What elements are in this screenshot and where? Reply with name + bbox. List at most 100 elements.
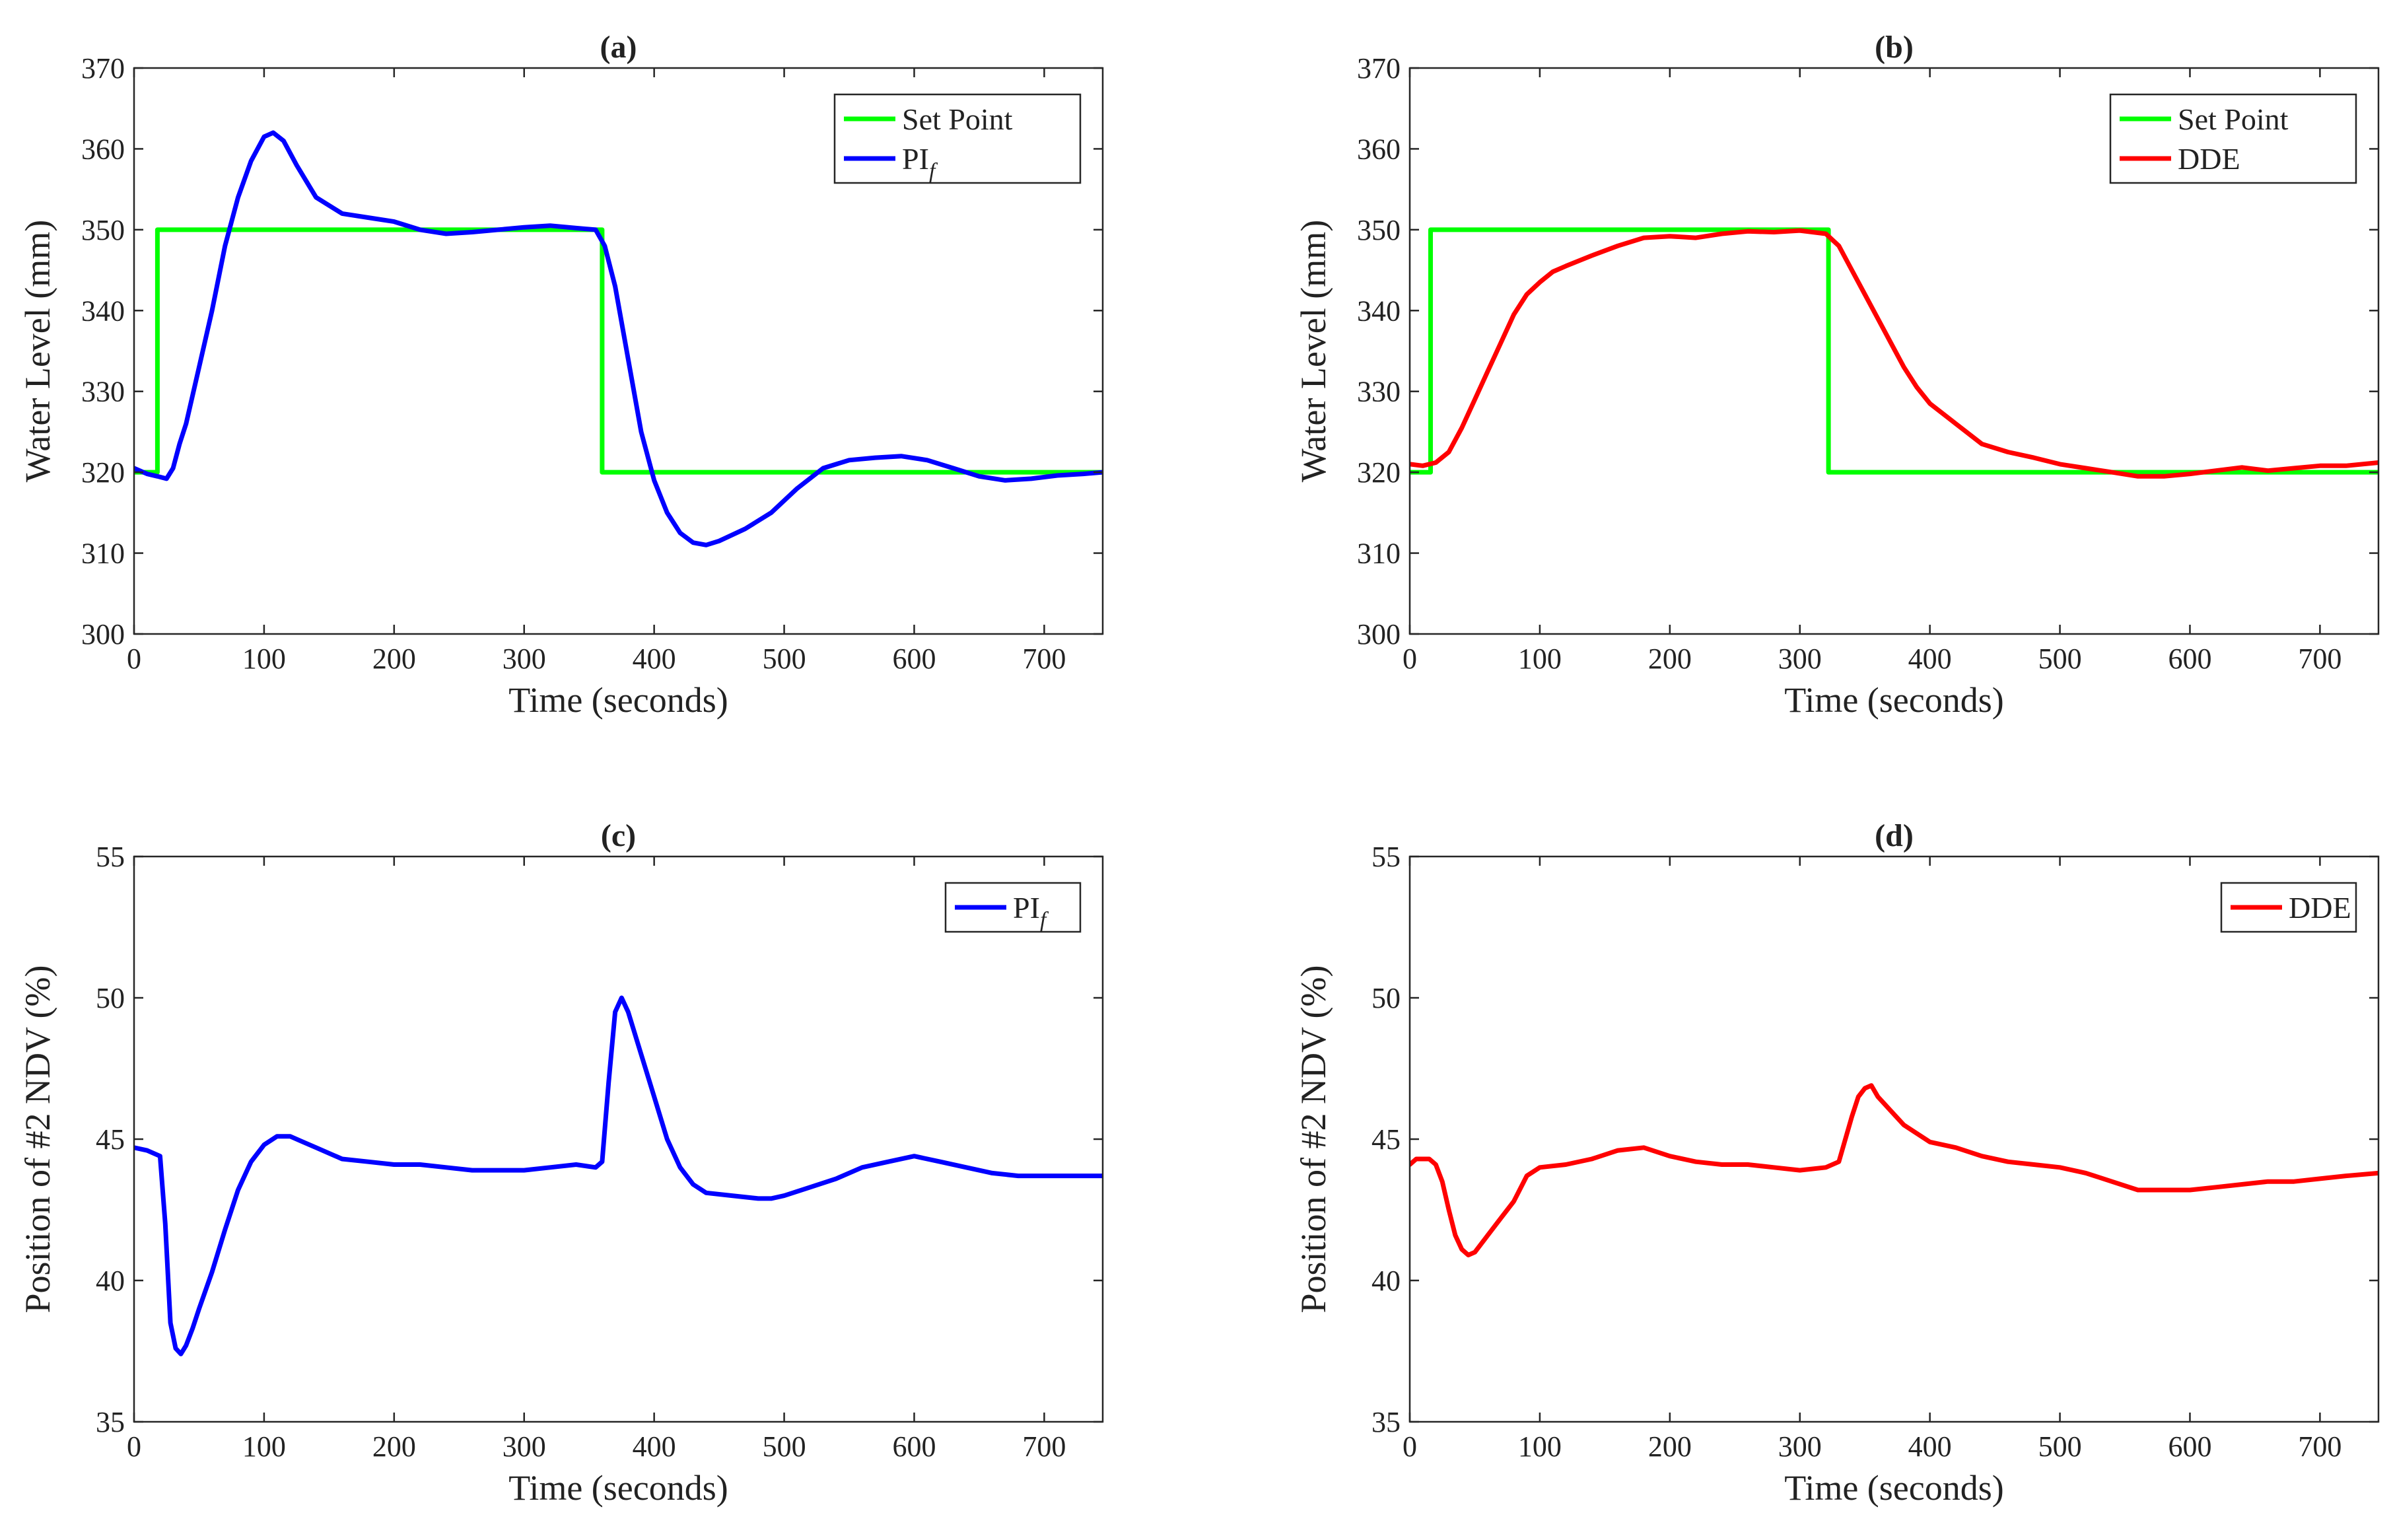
x-tick-label: 100 xyxy=(242,1430,286,1463)
y-tick-label: 350 xyxy=(81,214,125,246)
x-tick-label: 600 xyxy=(2168,643,2211,675)
y-tick-label: 35 xyxy=(96,1406,125,1438)
legend-box xyxy=(2109,93,2357,184)
x-axis-label: Time (seconds) xyxy=(508,680,728,720)
panel-title: (a) xyxy=(600,30,637,65)
y-tick-label: 310 xyxy=(81,538,125,570)
legend-label-text: PI xyxy=(1013,891,1040,925)
chart-panel-a: 0 100 200 300 400 500 600 700 300 310 320 330 340 350… xyxy=(18,30,1104,720)
chart-panel-c: 0 100 200 300 400 500 600 700 35 40 45 50 55 (c) Time … xyxy=(18,818,1104,1508)
x-tick-label: 500 xyxy=(2038,1430,2082,1463)
y-tick-label: 370 xyxy=(1357,52,1401,85)
y-tick-label: 360 xyxy=(1357,133,1401,165)
x-tick-label: 600 xyxy=(892,1430,936,1463)
y-tick-label: 55 xyxy=(96,841,125,873)
y-tick-label: 320 xyxy=(81,456,125,489)
legend-label: Set Point xyxy=(902,102,1013,136)
y-tick-label: 40 xyxy=(1371,1265,1401,1297)
x-tick-label: 0 xyxy=(1403,643,1417,675)
x-axis-label: Time (seconds) xyxy=(1784,1468,2004,1508)
y-axis-label: Position of #2 NDV (%) xyxy=(18,965,57,1313)
y-tick-label: 340 xyxy=(1357,295,1401,327)
panel-title: (b) xyxy=(1875,30,1914,65)
legend: Set Point DDE xyxy=(2109,93,2357,184)
panel-title: (c) xyxy=(601,818,636,853)
y-tick-label: 370 xyxy=(81,52,125,85)
plot-frame xyxy=(1408,67,2380,635)
x-tick-label: 300 xyxy=(503,1430,546,1463)
x-tick-label: 600 xyxy=(2168,1430,2211,1463)
series-group xyxy=(134,130,1103,547)
plot-frame xyxy=(1408,855,2380,1423)
y-tick-label: 300 xyxy=(1357,618,1401,650)
legend-box xyxy=(833,93,1082,184)
x-tick-label: 700 xyxy=(1022,643,1066,675)
series-line-dde xyxy=(1410,228,2378,479)
chart-panel-b: 0 100 200 300 400 500 600 700 300 310 320 330 340 350… xyxy=(1294,30,2380,720)
x-tick-label: 400 xyxy=(633,1430,676,1463)
x-tick-label: 700 xyxy=(2298,1430,2341,1463)
x-tick-label: 700 xyxy=(2298,643,2341,675)
y-tick-label: 50 xyxy=(96,982,125,1014)
y-tick-label: 330 xyxy=(81,376,125,408)
legend-label: PIf xyxy=(1013,891,1049,932)
x-tick-label: 500 xyxy=(763,1430,806,1463)
x-axis-label: Time (seconds) xyxy=(1784,680,2004,720)
series-line-pi-f xyxy=(134,995,1103,1356)
y-tick-label: 350 xyxy=(1357,214,1401,246)
x-tick-label: 200 xyxy=(1648,1430,1692,1463)
y-axis-label: Position of #2 NDV (%) xyxy=(1294,965,1333,1313)
y-tick-label: 45 xyxy=(96,1123,125,1156)
legend-label: DDE xyxy=(2178,142,2240,176)
x-tick-label: 300 xyxy=(503,643,546,675)
x-tick-label: 600 xyxy=(892,643,936,675)
y-tick-label: 45 xyxy=(1371,1123,1401,1156)
y-tick-label: 320 xyxy=(1357,456,1401,489)
y-tick-label: 360 xyxy=(81,133,125,165)
series-line-set-point xyxy=(134,227,1103,475)
x-tick-label: 400 xyxy=(1908,643,1952,675)
x-tick-label: 500 xyxy=(763,643,806,675)
series-group xyxy=(1410,1083,2378,1257)
x-tick-label: 0 xyxy=(127,1430,141,1463)
legend-label-text: PI xyxy=(902,142,929,176)
x-tick-label: 300 xyxy=(1778,1430,1822,1463)
series-group xyxy=(1410,227,2378,479)
y-tick-label: 35 xyxy=(1371,1406,1401,1438)
legend: PIf xyxy=(944,882,1082,933)
series-line-dde xyxy=(1410,1083,2378,1257)
legend-label-text: Set Point xyxy=(902,102,1013,136)
x-tick-label: 100 xyxy=(242,643,286,675)
y-tick-label: 310 xyxy=(1357,538,1401,570)
x-tick-label: 0 xyxy=(127,643,141,675)
x-tick-label: 200 xyxy=(1648,643,1692,675)
series-line-set-point xyxy=(1410,227,2378,475)
plot-frame xyxy=(133,67,1104,635)
x-axis-label: Time (seconds) xyxy=(508,1468,728,1508)
legend-label: Set Point xyxy=(2178,102,2289,136)
legend: DDE xyxy=(2220,882,2357,933)
x-tick-label: 200 xyxy=(372,643,416,675)
legend-label-text: Set Point xyxy=(2178,102,2289,136)
legend-label: DDE xyxy=(2289,891,2351,925)
x-tick-label: 100 xyxy=(1518,1430,1562,1463)
x-tick-label: 500 xyxy=(2038,643,2082,675)
x-tick-label: 100 xyxy=(1518,643,1562,675)
y-tick-label: 40 xyxy=(96,1265,125,1297)
plot-frame xyxy=(133,855,1104,1423)
panel-title: (d) xyxy=(1875,818,1914,853)
x-tick-label: 300 xyxy=(1778,643,1822,675)
y-tick-label: 50 xyxy=(1371,982,1401,1014)
chart-panel-d: 0 100 200 300 400 500 600 700 35 40 45 50 55 (d) Time … xyxy=(1294,818,2380,1508)
x-tick-label: 400 xyxy=(1908,1430,1952,1463)
y-tick-label: 330 xyxy=(1357,376,1401,408)
legend-label-text: DDE xyxy=(2289,891,2351,925)
y-axis-label: Water Level (mm) xyxy=(1294,220,1333,482)
x-tick-label: 700 xyxy=(1022,1430,1066,1463)
y-axis-label: Water Level (mm) xyxy=(18,220,57,482)
x-tick-label: 400 xyxy=(633,643,676,675)
x-tick-label: 200 xyxy=(372,1430,416,1463)
series-line-pi-f xyxy=(134,130,1103,547)
